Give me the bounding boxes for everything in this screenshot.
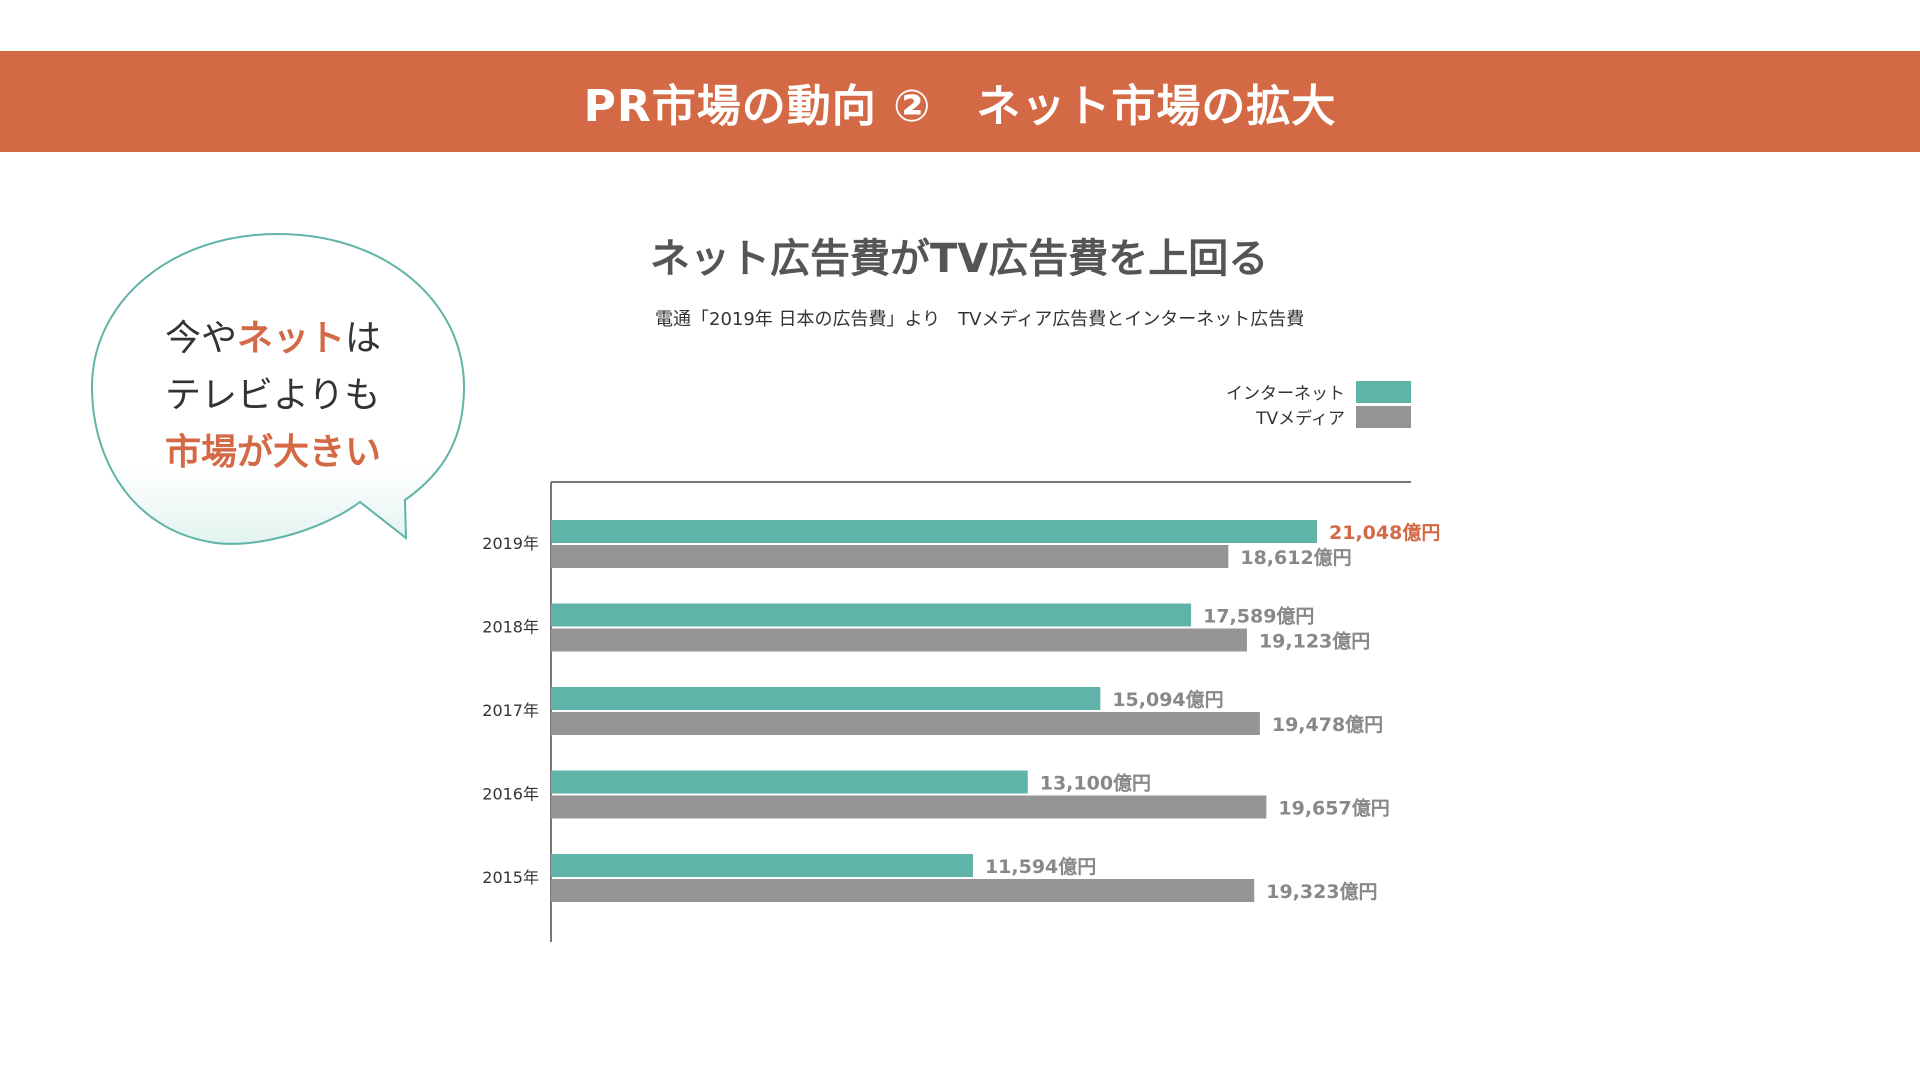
category-label: 2018年	[482, 618, 539, 637]
bar-tv-2017年	[551, 712, 1260, 735]
data-label: 19,323億円	[1266, 880, 1377, 903]
page-title: PR市場の動向 ② ネット市場の拡大	[583, 80, 1337, 132]
speech-bubble: 今やネットは テレビよりも 市場が大きい	[90, 232, 466, 552]
chart-title: ネット広告費がTV広告費を上回る	[650, 236, 1269, 282]
category-label: 2019年	[482, 534, 539, 553]
bar-internet-2016年	[551, 770, 1028, 794]
legend-label-internet: インターネット	[1226, 384, 1345, 404]
data-label: 18,612億円	[1240, 546, 1351, 569]
bar-tv-2018年	[551, 628, 1247, 652]
legend-swatch-internet	[1356, 380, 1411, 403]
bar-tv-2019年	[551, 545, 1229, 568]
legend-item-internet: インターネット	[1100, 379, 1411, 404]
category-label: 2016年	[482, 785, 539, 804]
bubble-line-2: テレビよりも	[165, 375, 381, 416]
legend-item-tv: TVメディア	[1100, 404, 1411, 429]
bar-tv-2015年	[551, 879, 1255, 902]
data-label: 19,123億円	[1259, 630, 1370, 653]
bar-tv-2016年	[551, 795, 1267, 819]
chart-legend: インターネット TVメディア	[1100, 379, 1411, 429]
bar-internet-2017年	[551, 687, 1101, 710]
data-label: 13,100億円	[1040, 772, 1151, 795]
bubble-line-1: 今やネットは	[165, 318, 382, 359]
legend-label-tv: TVメディア	[1256, 409, 1345, 429]
bubble-accent-net: ネット	[237, 318, 346, 359]
header-bar: PR市場の動向 ② ネット市場の拡大	[0, 51, 1920, 152]
bubble-text: 今やネットは テレビよりも 市場が大きい	[165, 310, 465, 481]
bar-internet-2018年	[551, 603, 1192, 627]
data-label: 17,589億円	[1203, 605, 1314, 628]
data-label: 21,048億円	[1329, 521, 1440, 544]
data-label: 19,657億円	[1278, 797, 1389, 820]
chart-subtitle: 電通「2019年 日本の広告費」より TVメディア広告費とインターネット広告費	[655, 309, 1305, 330]
data-label: 11,594億円	[985, 855, 1096, 878]
bar-internet-2019年	[551, 520, 1317, 543]
data-label: 19,478億円	[1272, 713, 1383, 736]
speech-bubble-shape	[90, 232, 466, 545]
category-label: 2017年	[482, 701, 539, 720]
data-label: 15,094億円	[1112, 688, 1223, 711]
bubble-line-3: 市場が大きい	[165, 432, 382, 473]
legend-swatch-tv	[1356, 405, 1411, 428]
bar-internet-2015年	[551, 854, 973, 877]
category-label: 2015年	[482, 868, 539, 887]
